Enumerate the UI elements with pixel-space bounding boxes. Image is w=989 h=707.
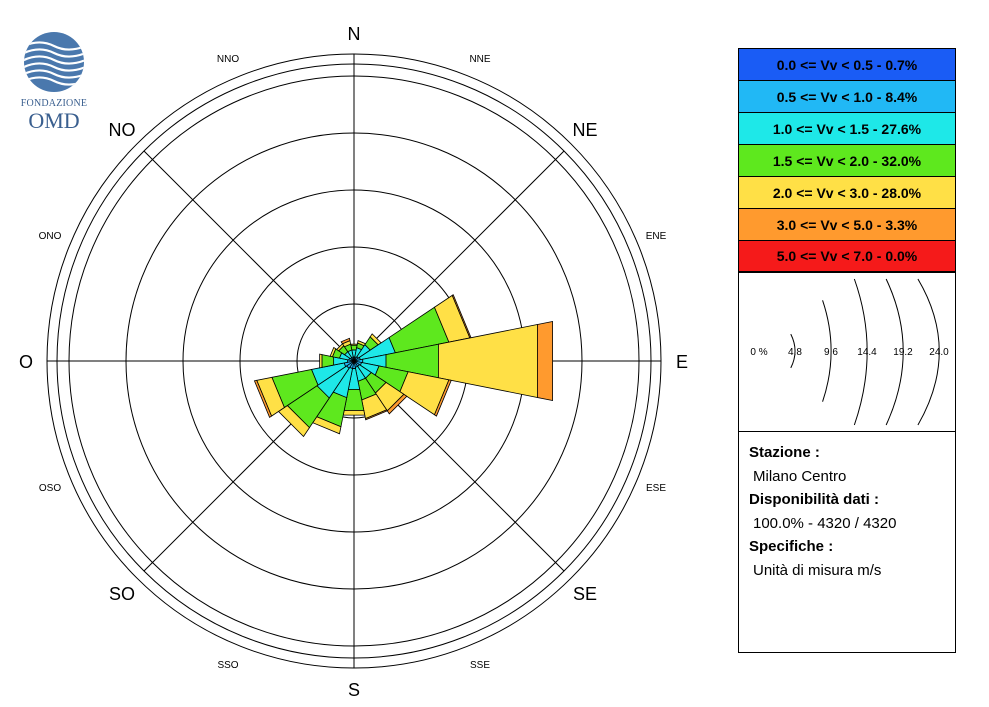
scale-arc	[822, 300, 832, 402]
legend-item: 5.0 <= Vv < 7.0 - 0.0%	[739, 241, 955, 272]
scale-label: 24.0	[929, 347, 949, 358]
dir-label-ene: ENE	[646, 231, 667, 242]
radial-scale: 0 % 4.8 9.6 14.4 19.2 24.0	[750, 278, 949, 426]
petal-segment-o	[319, 353, 323, 369]
legend-label: 2.0 <= Vv < 3.0 - 28.0%	[772, 184, 922, 201]
logo-line2: OMD	[28, 108, 80, 133]
petal-segment-nno	[340, 337, 351, 345]
station-value: Milano Centro	[753, 468, 847, 485]
petal-segment-sse	[365, 409, 388, 421]
dir-label-so: SO	[109, 584, 135, 604]
dir-label-sso: SSO	[217, 660, 238, 671]
dir-label-nne: NNE	[469, 54, 490, 65]
globe-waves-logo-icon	[24, 32, 84, 92]
legend-item: 0.0 <= Vv < 0.5 - 0.7%	[739, 49, 955, 81]
availability-label: Disponibilità dati :	[749, 491, 879, 508]
petal-segment-s	[342, 410, 366, 416]
dir-label-sse: SSE	[470, 660, 490, 671]
logo: FONDAZIONE OMD	[14, 30, 94, 135]
legend-label: 0.5 <= Vv < 1.0 - 8.4%	[776, 88, 918, 105]
legend-item: 2.0 <= Vv < 3.0 - 28.0%	[739, 177, 955, 209]
specs-value: Unità di misura m/s	[753, 562, 882, 579]
petal-segment-ese	[433, 379, 452, 417]
rose-petals	[253, 294, 553, 438]
specs-label: Specifiche :	[749, 538, 834, 555]
legend-label: 3.0 <= Vv < 5.0 - 3.3%	[776, 216, 918, 233]
dir-label-se: SE	[573, 584, 597, 604]
petal-segment-oso	[253, 379, 273, 419]
legend-panel: 0.0 <= Vv < 0.5 - 0.7% 0.5 <= Vv < 1.0 -…	[738, 48, 956, 653]
dir-label-s: S	[348, 680, 360, 700]
wind-rose-chart: N S E O NE NO SE SO NNE NNO ENE ONO ESE …	[19, 24, 688, 700]
availability-value: 100.0% - 4320 / 4320	[753, 515, 897, 532]
dir-label-o: O	[19, 352, 33, 372]
petal-segment-e	[537, 321, 553, 401]
petal-segment-se	[386, 393, 408, 415]
legend-item: 1.0 <= Vv < 1.5 - 27.6%	[739, 113, 955, 145]
legend-label: 1.0 <= Vv < 1.5 - 27.6%	[772, 120, 922, 137]
scale-arc	[885, 278, 904, 426]
scale-arc	[790, 333, 796, 369]
scale-arc	[917, 278, 940, 426]
legend-item: 3.0 <= Vv < 5.0 - 3.3%	[739, 209, 955, 241]
legend-item: 0.5 <= Vv < 1.0 - 8.4%	[739, 81, 955, 113]
dir-label-oso: OSO	[39, 483, 61, 494]
dir-label-ono: ONO	[39, 231, 62, 242]
scale-arc	[853, 278, 868, 426]
radial-scale-box: 0 % 4.8 9.6 14.4 19.2 24.0	[739, 272, 955, 432]
legend-label: 0.0 <= Vv < 0.5 - 0.7%	[776, 56, 918, 73]
dir-label-e: E	[676, 352, 688, 372]
legend-label: 5.0 <= Vv < 7.0 - 0.0%	[776, 248, 918, 264]
legend-label: 1.5 <= Vv < 2.0 - 32.0%	[772, 152, 922, 169]
scale-label: 9.6	[824, 347, 838, 358]
station-label: Stazione :	[749, 444, 820, 461]
dir-label-ese: ESE	[646, 483, 666, 494]
dir-label-n: N	[348, 24, 361, 44]
scale-label: 19.2	[893, 347, 913, 358]
dir-label-no: NO	[109, 120, 136, 140]
legend-item: 1.5 <= Vv < 2.0 - 32.0%	[739, 145, 955, 177]
petal-segment-n	[350, 343, 358, 346]
dir-label-ne: NE	[572, 120, 597, 140]
dir-label-nno: NNO	[217, 54, 239, 65]
petal-segment-ese	[399, 371, 450, 416]
petal-segment-ono	[329, 346, 337, 358]
rose-direction-labels: N S E O NE NO SE SO NNE NNO ENE ONO ESE …	[19, 24, 688, 700]
logo-line1: FONDAZIONE	[20, 98, 88, 109]
scale-label: 0 %	[750, 347, 767, 358]
scale-label: 4.8	[788, 347, 802, 358]
scale-label: 14.4	[857, 347, 877, 358]
